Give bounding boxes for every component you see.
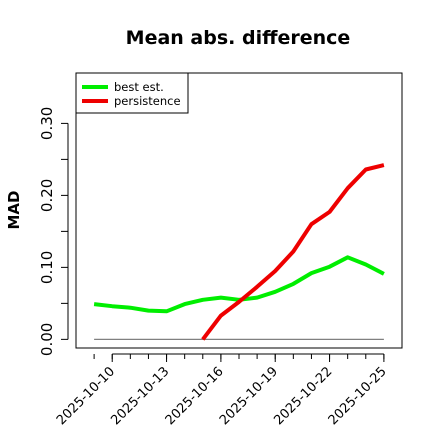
y-tick-label: 0.10 [38,251,56,284]
x-axis: 2025-10-102025-10-132025-10-162025-10-19… [54,353,390,428]
y-axis-label: MAD [5,191,23,230]
series-layer [93,163,385,341]
plot-area-frame [75,72,403,349]
y-axis: 0.00 0.10 0.20 0.30 [38,107,69,356]
x-tick-label: 2025-10-25 [326,364,390,428]
legend: best est.persistence [75,72,189,114]
y-tick-label: 0.20 [38,179,56,212]
chart-title: Mean abs. difference [126,27,351,49]
y-tick-label: 0.00 [38,323,56,356]
legend-label: best est. [114,80,164,94]
series-line-persistence [201,163,385,341]
y-tick-label: 0.30 [38,107,56,140]
legend-label: persistence [114,94,181,108]
legend-box [75,72,189,114]
